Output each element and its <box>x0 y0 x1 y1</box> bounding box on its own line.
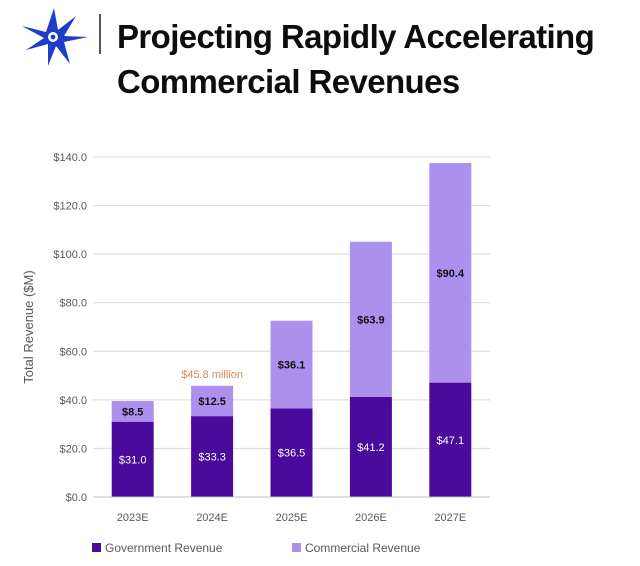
legend-label-government: Government Revenue <box>105 541 223 555</box>
x-tick-label: 2024E <box>196 512 228 524</box>
commercial-bar <box>270 320 313 409</box>
government-bar <box>191 416 234 497</box>
government-value-label: $31.0 <box>119 454 147 466</box>
x-tick-label: 2023E <box>117 512 149 524</box>
y-axis-title: Total Revenue ($M) <box>21 270 36 383</box>
y-tick-label: $0.0 <box>66 492 87 504</box>
y-tick-label: $20.0 <box>59 443 87 455</box>
government-bar <box>270 408 313 497</box>
government-bar <box>349 396 392 497</box>
compass-star-icon <box>22 8 88 66</box>
legend-label-commercial: Commercial Revenue <box>305 541 421 555</box>
commercial-bar <box>429 163 472 383</box>
commercial-value-label: $90.4 <box>437 268 465 280</box>
legend-swatch-government <box>92 543 101 552</box>
commercial-bar <box>349 241 392 397</box>
commercial-bar <box>111 401 154 422</box>
commercial-bar <box>191 385 234 417</box>
y-tick-label: $60.0 <box>59 346 87 358</box>
commercial-value-label: $8.5 <box>122 406 143 418</box>
government-bar <box>429 382 472 497</box>
page-title-line-2: Commercial Revenues <box>117 63 460 100</box>
page-title-line-1: Projecting Rapidly Accelerating <box>117 18 595 55</box>
government-value-label: $33.3 <box>198 452 226 464</box>
y-tick-label: $120.0 <box>53 201 87 213</box>
x-tick-label: 2026E <box>355 512 387 524</box>
revenue-chart: $0.0 $20.0 $40.0 $60.0 $80.0 $100.0 $120.0 $140… <box>21 152 490 555</box>
legend-swatch-commercial <box>292 543 301 552</box>
y-tick-label: $40.0 <box>59 395 87 407</box>
header-divider <box>99 14 101 54</box>
commercial-value-label: $63.9 <box>357 314 385 326</box>
y-tick-label: $100.0 <box>53 249 87 261</box>
y-tick-label: $80.0 <box>59 298 87 310</box>
x-tick-label: 2025E <box>276 512 308 524</box>
government-bar <box>111 421 154 497</box>
y-tick-label: $140.0 <box>53 152 87 164</box>
government-value-label: $41.2 <box>357 442 385 454</box>
government-value-label: $47.1 <box>437 435 465 447</box>
page-title: Projecting Rapidly Accelerating Commerci… <box>117 14 595 104</box>
x-tick-label: 2027E <box>434 512 466 524</box>
total-annotation: $45.8 million <box>181 369 243 381</box>
commercial-value-label: $36.1 <box>278 360 306 372</box>
commercial-value-label: $12.5 <box>198 396 226 408</box>
government-value-label: $36.5 <box>278 448 306 460</box>
